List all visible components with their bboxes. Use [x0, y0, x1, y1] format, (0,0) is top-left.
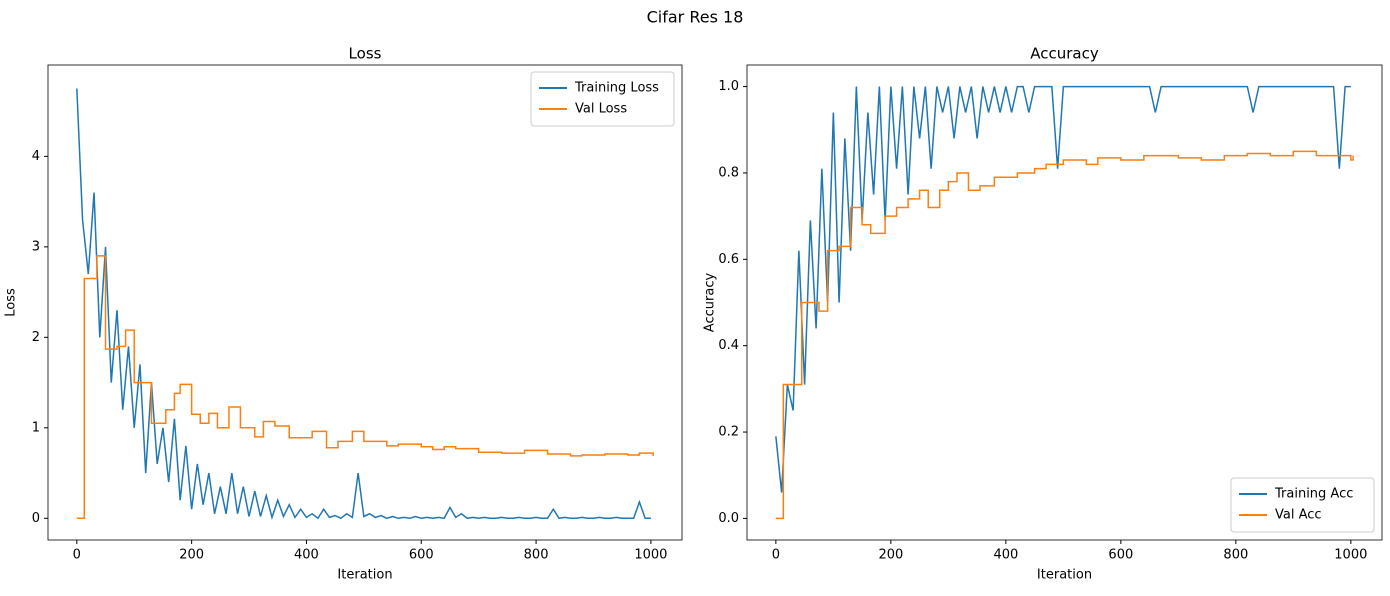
x-tick-label: 0: [73, 548, 81, 563]
x-tick-label: 800: [524, 548, 549, 563]
series-line: [76, 255, 654, 520]
legend-box: [530, 71, 675, 127]
y-tick-label: 2: [32, 330, 40, 345]
x-tick-label: 600: [1108, 548, 1133, 563]
y-tick-label: 1.0: [718, 79, 739, 94]
y-tick-label: 4: [32, 149, 40, 164]
figure-title: Cifar Res 18: [647, 8, 744, 27]
x-tick-label: 1000: [634, 548, 667, 563]
series-line: [775, 150, 1354, 520]
axes-frame: [47, 64, 683, 541]
x-tick-label: 400: [294, 548, 319, 563]
axes-title: Accuracy: [1030, 45, 1099, 63]
y-tick-label: 0.8: [718, 165, 739, 180]
axes-frame: [746, 64, 1383, 541]
legend-label: Val Loss: [575, 102, 627, 117]
y-tick-label: 0.0: [718, 511, 739, 526]
x-tick-label: 400: [993, 548, 1018, 563]
legend-label: Val Acc: [1275, 508, 1322, 523]
x-tick-label: 0: [772, 548, 780, 563]
series-line: [76, 88, 651, 520]
series-line: [775, 85, 1351, 493]
y-tick-label: 0: [32, 511, 40, 526]
y-axis-label: Loss: [4, 288, 19, 317]
y-tick-label: 0.2: [718, 425, 739, 440]
y-axis-label: Accuracy: [703, 273, 718, 333]
x-tick-label: 200: [878, 548, 903, 563]
x-tick-label: 800: [1223, 548, 1248, 563]
legend-box: [1230, 477, 1375, 533]
x-tick-label: 600: [409, 548, 434, 563]
x-axis-label: Iteration: [337, 568, 392, 583]
x-axis-label: Iteration: [1037, 568, 1092, 583]
y-tick-label: 1: [32, 420, 40, 435]
y-tick-label: 3: [32, 239, 40, 254]
legend-label: Training Acc: [1274, 487, 1353, 502]
y-tick-label: 0.4: [718, 338, 739, 353]
y-tick-label: 0.6: [718, 252, 739, 267]
axes-title: Loss: [349, 45, 382, 63]
legend-label: Training Loss: [574, 81, 659, 96]
x-tick-label: 200: [179, 548, 204, 563]
x-tick-label: 1000: [1334, 548, 1367, 563]
